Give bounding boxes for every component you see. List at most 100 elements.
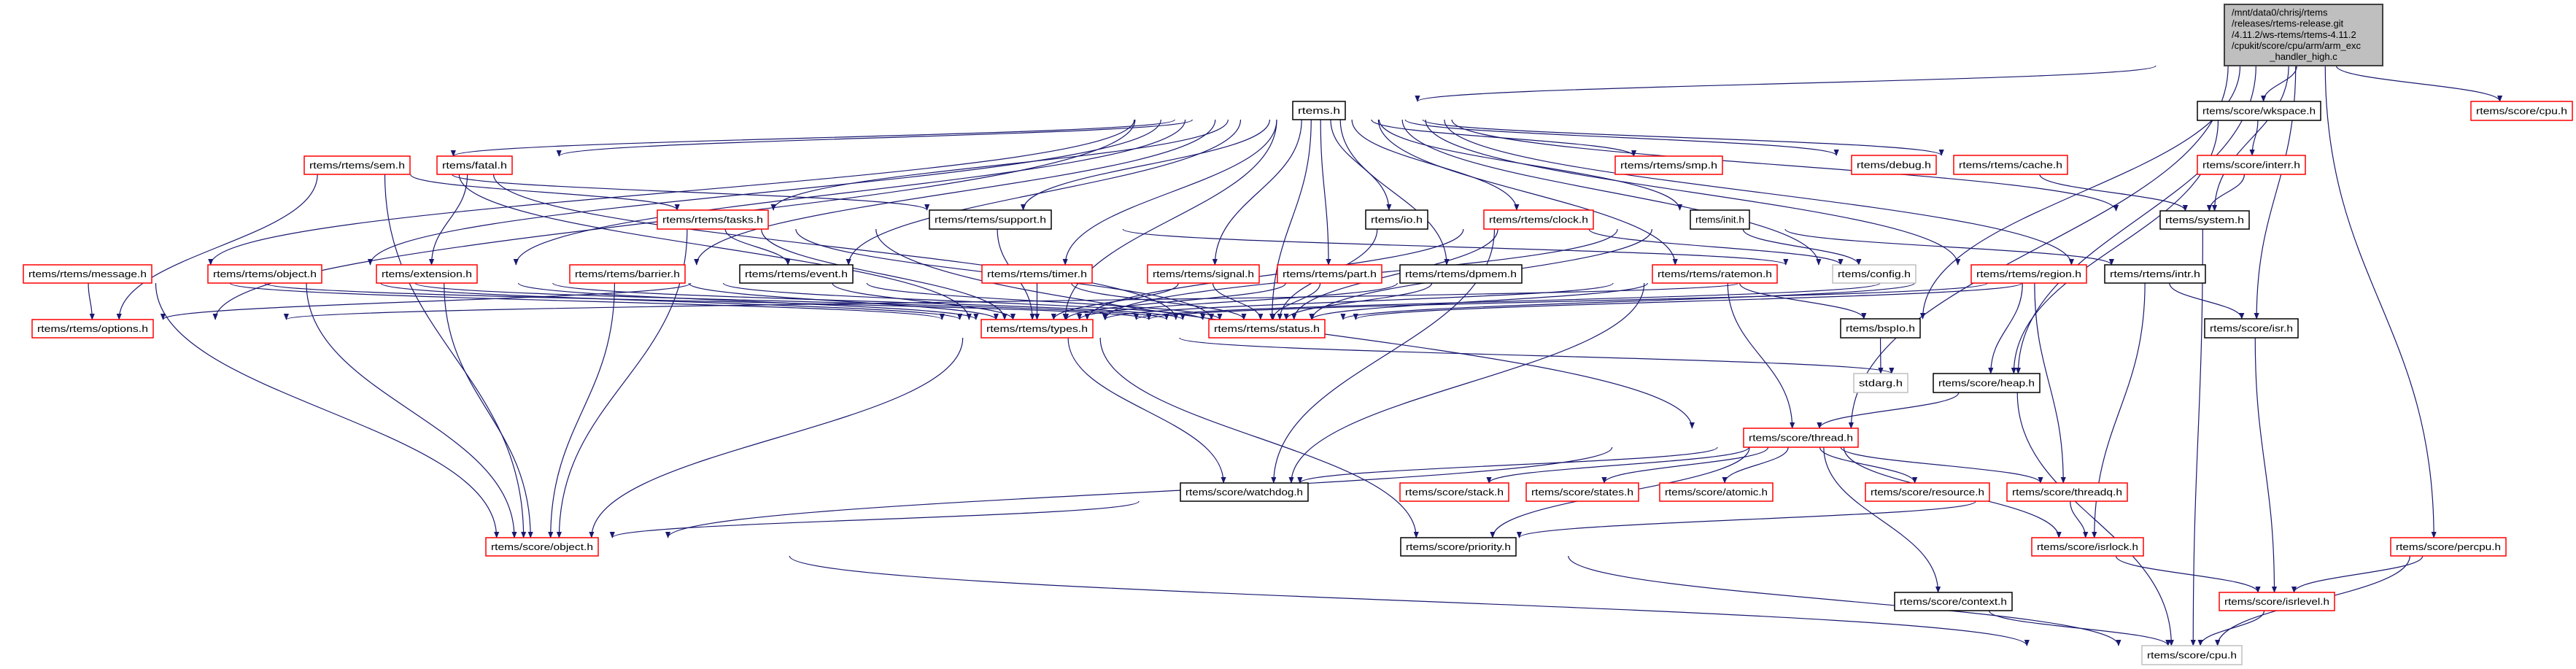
node-box [2159, 210, 2250, 230]
node-sem[interactable]: rtems/rtems/sem.h [303, 155, 411, 175]
node-box [1147, 264, 1260, 284]
node-label: rtems/rtems/part.h [1283, 268, 1377, 279]
node-resource[interactable]: rtems/score/resource.h [1865, 482, 1990, 502]
node-options[interactable]: rtems/rtems/options.h [31, 319, 154, 339]
node-message[interactable]: rtems/rtems/message.h [23, 264, 152, 284]
node-object[interactable]: rtems/rtems/object.h [207, 264, 322, 284]
node-sobject[interactable]: rtems/score/object.h [485, 537, 599, 557]
edge-ratemon-to-types [1102, 282, 1614, 320]
node-fatal[interactable]: rtems/fatal.h [436, 155, 513, 175]
node-config[interactable]: rtems/config.h [1832, 264, 1916, 284]
node-box [569, 264, 686, 284]
node-stack[interactable]: rtems/score/stack.h [1399, 482, 1509, 502]
edge-fatal-to-extension [428, 174, 468, 266]
node-cache[interactable]: rtems/rtems/cache.h [1953, 155, 2068, 175]
node-wkspace[interactable]: rtems/score/wkspace.h [2197, 101, 2321, 121]
edge-rtems-to-io [1330, 119, 1392, 211]
node-box [1652, 264, 1778, 284]
node-init[interactable]: rtems/init.h [1690, 209, 1750, 230]
node-context[interactable]: rtems/score/context.h [1894, 592, 2013, 611]
node-status[interactable]: rtems/rtems/status.h [1208, 319, 1326, 339]
node-label: rtems/score/resource.h [1871, 487, 1984, 498]
edge-event-to-types [832, 282, 1016, 320]
node-interr[interactable]: rtems/score/interr.h [2197, 155, 2306, 175]
node-cpu_top[interactable]: rtems/score/cpu.h [2470, 101, 2573, 121]
edge-rtems-to-debug [1404, 119, 1839, 156]
edges-layer [88, 65, 2503, 646]
node-states[interactable]: rtems/score/states.h [1525, 482, 1639, 502]
node-threadq[interactable]: rtems/score/threadq.h [2006, 482, 2128, 502]
node-ratemon[interactable]: rtems/rtems/ratemon.h [1652, 264, 1778, 284]
edge-rtems-to-intr [1444, 119, 2074, 266]
node-isrlevel[interactable]: rtems/score/isrlevel.h [2219, 592, 2335, 611]
node-region[interactable]: rtems/rtems/region.h [1970, 264, 2087, 284]
edge-root-to-rtems [1415, 65, 2157, 102]
node-types[interactable]: rtems/rtems/types.h [980, 319, 1094, 339]
node-extension[interactable]: rtems/extension.h [376, 264, 478, 284]
node-box [980, 319, 1094, 339]
node-atomic[interactable]: rtems/score/atomic.h [1659, 482, 1774, 502]
node-percpu[interactable]: rtems/score/percpu.h [2390, 537, 2507, 557]
node-support[interactable]: rtems/rtems/support.h [929, 209, 1052, 230]
node-label: rtems/score/interr.h [2202, 160, 2300, 171]
node-label: stdarg.h [1859, 378, 1903, 389]
node-priority[interactable]: rtems/score/priority.h [1400, 537, 1517, 557]
edge-ratemon-to-bspio [1738, 282, 1867, 320]
node-label: rtems/score/atomic.h [1665, 487, 1768, 498]
edge-types-to-sobject [589, 337, 964, 538]
edge-heap-to-scpu [2016, 392, 2174, 646]
node-dpmem[interactable]: rtems/rtems/dpmem.h [1399, 264, 1523, 284]
node-heap[interactable]: rtems/score/heap.h [1933, 373, 2041, 393]
node-stdarg[interactable]: stdarg.h [1853, 373, 1908, 393]
node-label: rtems/rtems/object.h [213, 268, 317, 279]
edge-sem-to-sobject [384, 174, 527, 538]
node-timer[interactable]: rtems/rtems/timer.h [981, 264, 1093, 284]
node-watchdog[interactable]: rtems/score/watchdog.h [1180, 482, 1309, 502]
node-signal[interactable]: rtems/rtems/signal.h [1147, 264, 1260, 284]
node-root[interactable]: /mnt/data0/chrisj/rtems/releases/rtems-r… [2224, 4, 2383, 66]
node-label: rtems/rtems/ratemon.h [1658, 268, 1772, 279]
edge-tasks-to-event [724, 228, 791, 266]
node-intr[interactable]: rtems/rtems/intr.h [2104, 264, 2206, 284]
node-rtems[interactable]: rtems.h [1292, 101, 1346, 120]
edge-region-to-status [1340, 282, 1915, 320]
node-clock[interactable]: rtems/rtems/clock.h [1483, 209, 1594, 230]
edge-sobject-to-scpu [789, 555, 2030, 646]
node-system[interactable]: rtems/system.h [2159, 210, 2250, 230]
node-box [739, 264, 854, 284]
node-label: rtems/debug.h [1857, 160, 1931, 171]
node-thread[interactable]: rtems/score/thread.h [1743, 428, 1859, 448]
edge-rtems-to-fatal [556, 119, 1193, 157]
node-part[interactable]: rtems/rtems/part.h [1277, 264, 1382, 284]
node-label: rtems/rtems/timer.h [987, 268, 1087, 279]
node-smp[interactable]: rtems/rtems/smp.h [1614, 155, 1723, 175]
node-barrier[interactable]: rtems/rtems/barrier.h [569, 264, 686, 284]
edge-intr-to-isr [2169, 282, 2245, 320]
node-isr[interactable]: rtems/score/isr.h [2204, 318, 2299, 339]
node-bspio[interactable]: rtems/bspIo.h [1840, 318, 1921, 339]
node-isrlock[interactable]: rtems/score/isrlock.h [2031, 537, 2144, 557]
node-label: rtems/score/states.h [1531, 487, 1633, 498]
node-label: rtems/score/context.h [1900, 596, 2007, 607]
edge-rtems-to-types [1062, 119, 1277, 320]
node-label: rtems/init.h [1695, 214, 1744, 225]
node-box [1399, 264, 1523, 284]
node-io[interactable]: rtems/io.h [1365, 209, 1428, 230]
node-label: rtems/rtems/options.h [37, 323, 148, 334]
node-label: rtems/score/cpu.h [2476, 106, 2567, 117]
node-label: rtems/score/stack.h [1405, 487, 1504, 498]
edge-thread-to-threadq [1840, 446, 2043, 484]
edge-init-to-intr [1784, 228, 2114, 266]
edge-sem-to-support [452, 174, 930, 211]
edge-timer-to-status [1071, 282, 1247, 320]
node-box [2006, 482, 2128, 502]
node-debug[interactable]: rtems/debug.h [1851, 155, 1937, 175]
node-scpu[interactable]: rtems/score/cpu.h [2141, 645, 2243, 665]
node-event[interactable]: rtems/rtems/event.h [739, 264, 854, 284]
node-label: rtems/rtems/intr.h [2110, 268, 2200, 279]
node-box [2219, 592, 2335, 611]
node-box [1933, 373, 2041, 393]
node-box [2197, 101, 2321, 121]
node-tasks[interactable]: rtems/rtems/tasks.h [657, 209, 769, 230]
